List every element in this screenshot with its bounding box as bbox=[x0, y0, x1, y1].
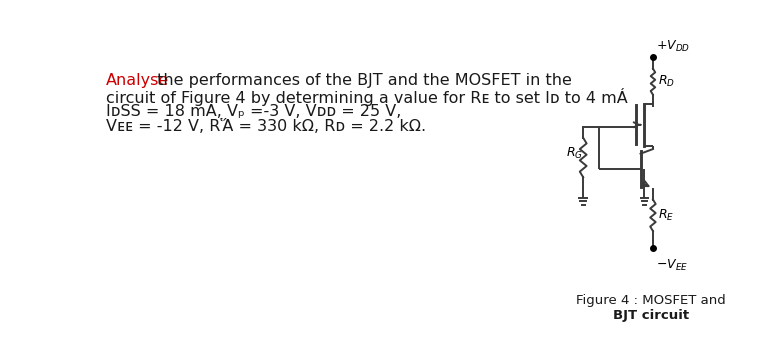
Text: Vᴇᴇ = -12 V, RἍ = 330 kΩ, Rᴅ = 2.2 kΩ.: Vᴇᴇ = -12 V, RἍ = 330 kΩ, Rᴅ = 2.2 kΩ. bbox=[106, 119, 426, 134]
Text: circuit of Figure 4 by determining a value for Rᴇ to set Iᴅ to 4 mÁ: circuit of Figure 4 by determining a val… bbox=[106, 88, 628, 106]
Text: $+V_{DD}$: $+V_{DD}$ bbox=[656, 39, 690, 54]
Text: BJT circuit: BJT circuit bbox=[612, 309, 689, 322]
Text: $R_D$: $R_D$ bbox=[659, 74, 676, 89]
Text: $R_G$: $R_G$ bbox=[566, 146, 583, 161]
Text: Figure 4 : MOSFET and: Figure 4 : MOSFET and bbox=[576, 294, 726, 307]
Text: the performances of the BJT and the MOSFET in the: the performances of the BJT and the MOSF… bbox=[151, 73, 571, 88]
Text: Analyse: Analyse bbox=[106, 73, 169, 88]
Text: $R_E$: $R_E$ bbox=[659, 208, 675, 223]
Text: $-V_{EE}$: $-V_{EE}$ bbox=[656, 258, 688, 273]
Text: IᴅSS = 18 mA, Vₚ =-3 V, Vᴅᴅ = 25 V,: IᴅSS = 18 mA, Vₚ =-3 V, Vᴅᴅ = 25 V, bbox=[106, 103, 401, 119]
